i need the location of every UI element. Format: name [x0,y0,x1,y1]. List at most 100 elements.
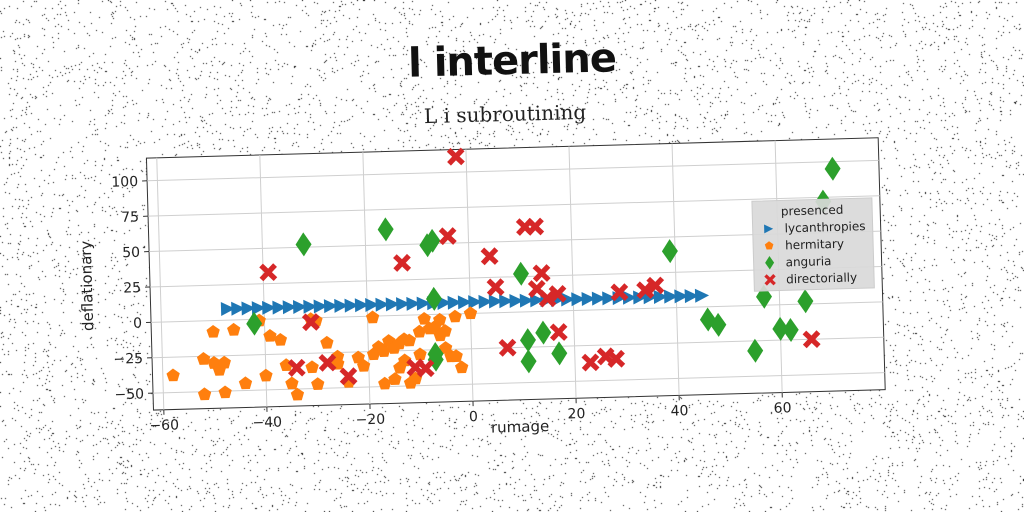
lycanthropies-point [385,297,400,312]
x-tick-label: −40 [252,414,282,431]
hermitary-point [285,376,299,390]
legend-marker-lycanthropies [764,224,774,234]
lycanthropies-point [231,301,246,316]
hermitary-point [166,368,180,382]
x-stroke [339,367,358,386]
lycanthropies-point [488,294,503,309]
x-stroke [486,278,505,297]
x-tick-label: 0 [469,409,478,425]
hermitary-point [218,385,232,399]
hermitary-point [356,358,371,372]
legend-label-directorially: directorially [786,270,857,286]
anguria-point [824,156,841,181]
legend-label-lycanthropies: lycanthropies [784,219,865,235]
y-tick-label: 0 [133,316,142,332]
x-grid-line [362,152,371,405]
hermitary-point [449,349,463,363]
y-tick-label: 50 [122,245,140,261]
x-grid-line [671,143,680,396]
directorially-point [538,289,557,308]
x-stroke [538,289,557,308]
lycanthropies-point [653,289,668,304]
directorially-point [802,330,821,349]
anguria-point [424,228,441,253]
lycanthropies-point [375,297,390,312]
x-stroke [528,279,546,298]
hermitary-point [378,376,392,390]
directorially-point [259,263,278,282]
x-grid-line [568,146,577,399]
hermitary-point [196,352,211,365]
lycanthropies-point [591,291,607,306]
x-stroke [439,227,457,246]
lycanthropies-point [406,296,421,311]
hermitary-point [305,360,319,374]
hermitary-point [392,336,406,350]
x-tick-label: 20 [567,406,585,422]
directorially-point [416,359,435,378]
hermitary-point [320,335,334,349]
x-stroke [636,281,654,300]
data-marks [166,147,841,401]
lycanthropies-point [396,297,411,312]
y-grid-line [152,336,884,359]
hermitary-point [438,324,452,337]
lycanthropies-point [303,299,318,314]
lycanthropies-point [478,294,493,309]
y-tick-label: −50 [114,386,144,403]
legend-label-anguria: anguria [785,254,831,269]
hermitary-point [290,387,305,401]
lycanthropies-point [674,289,689,304]
x-stroke [526,217,544,236]
x-stroke [259,263,277,282]
lycanthropies-point [560,292,576,307]
x-stroke [607,349,625,368]
lycanthropies-point [416,296,431,311]
y-grid-line [153,372,885,394]
legend-marker-anguria [765,256,775,270]
anguria-point [782,317,799,342]
lycanthropies-point [251,301,266,316]
anguria-point [426,286,443,311]
x-stroke [548,284,567,303]
legend-marker-directorially [764,274,776,286]
lycanthropies-point [530,293,545,308]
y-grid-line [148,195,880,217]
anguria-point [661,239,678,264]
x-stroke [393,253,411,272]
series-directorially [259,147,821,386]
directorially-point [607,349,626,368]
hermitary-point [417,311,431,325]
directorially-point [532,264,551,283]
hermitary-point [448,309,462,323]
hermitary-point [351,350,365,364]
lycanthropies-point [292,300,308,315]
legend-title: presenced [781,203,844,219]
directorially-point [339,367,358,386]
directorially-point [610,283,629,302]
lycanthropies-point [519,293,534,308]
y-grid-line [151,301,883,323]
lycanthropies-point [323,299,339,314]
anguria-point [535,320,552,345]
directorially-point [549,323,568,342]
hermitary-point [413,347,427,361]
hermitary-point [388,372,402,386]
y-tick-label: 75 [121,209,139,225]
y-grid-line [147,159,879,182]
y-tick-label: 100 [111,174,138,191]
anguria-point [797,289,814,314]
anguria-point [377,217,394,242]
lycanthropies-point [365,298,380,313]
legend: presenced lycanthropies hermitaryanguriad… [751,197,875,292]
lycanthropies-point [663,289,679,304]
lycanthropies-point [354,298,369,313]
lycanthropies-point [571,292,586,307]
anguria-point [512,261,529,286]
hermitary-point [412,324,427,338]
directorially-point [393,253,412,272]
lycanthropies-point [602,291,617,306]
directorially-point [318,353,337,372]
directorially-point [646,276,665,295]
